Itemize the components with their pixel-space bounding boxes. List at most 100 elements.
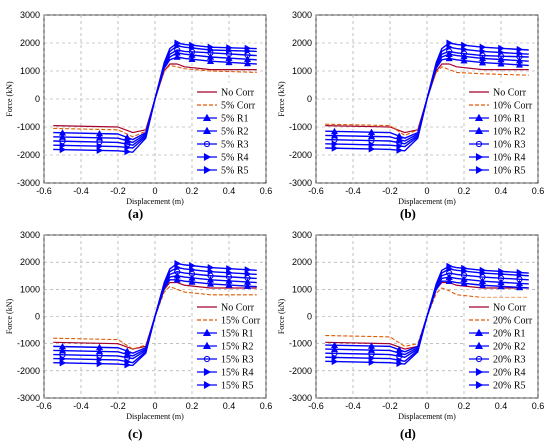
y-tick-label: 2000: [292, 38, 312, 48]
series-marker: [460, 275, 468, 283]
y-tick-label: 0: [307, 94, 312, 104]
panel-label-b: (b): [400, 206, 416, 221]
series-line: [53, 286, 257, 350]
y-axis-label: Force (kN): [5, 81, 14, 117]
legend-marker: [475, 380, 484, 390]
series-marker: [189, 262, 196, 270]
legend-label: 5% R5: [221, 166, 249, 177]
series-marker: [497, 282, 505, 290]
series-marker: [497, 60, 505, 67]
series-marker: [330, 345, 339, 353]
series-marker: [515, 283, 524, 291]
y-tick-label: -1000: [17, 122, 40, 132]
x-tick-label: -0.4: [345, 401, 361, 411]
series-marker: [244, 266, 252, 274]
x-tick-label: 0: [424, 401, 429, 411]
x-tick-label: -0.2: [382, 401, 398, 411]
y-tick-label: 0: [35, 312, 40, 322]
series-marker: [207, 43, 215, 51]
series-line: [325, 66, 529, 136]
series-marker: [188, 55, 196, 63]
x-tick-label: 0.2: [458, 186, 471, 196]
legend-label: 15% R5: [221, 381, 254, 392]
legend-label: 15% Corr: [221, 316, 261, 327]
series-marker: [479, 43, 487, 51]
panel-label-d: (d): [400, 426, 416, 441]
series-marker: [207, 263, 215, 272]
legend-marker: [474, 328, 484, 337]
x-axis-label: Displacement (m): [126, 412, 184, 421]
y-tick-label: 0: [35, 94, 40, 104]
legend-label: No Corr: [221, 303, 255, 314]
y-tick-label: 2000: [20, 38, 40, 48]
x-tick-label: 0.6: [532, 401, 545, 411]
legend-label: No Corr: [493, 303, 527, 314]
legend-marker: [475, 165, 484, 175]
x-tick-label: 0.4: [223, 186, 236, 196]
legend-label: 10% R2: [493, 127, 526, 138]
y-tick-label: -3000: [289, 393, 312, 403]
legend-label: 15% R3: [221, 355, 254, 366]
x-tick-label: 0.2: [186, 186, 199, 196]
series-marker: [515, 61, 524, 68]
legend-marker: [203, 165, 212, 175]
legend-label: 15% R2: [221, 342, 254, 353]
legend-marker: [474, 126, 484, 135]
x-tick-label: -0.6: [308, 186, 324, 196]
y-tick-label: 1000: [20, 284, 40, 294]
series-marker: [498, 267, 505, 276]
y-tick-label: 1000: [20, 66, 40, 76]
series-marker: [206, 53, 215, 60]
series-marker: [206, 57, 215, 65]
x-tick-label: -0.2: [382, 186, 398, 196]
x-tick-label: -0.6: [36, 186, 52, 196]
x-tick-label: 0.6: [260, 186, 273, 196]
legend-marker: [475, 152, 484, 162]
legend-marker: [203, 152, 212, 162]
y-tick-label: 3000: [292, 10, 312, 20]
x-tick-label: 0.4: [495, 186, 508, 196]
legend-marker: [475, 355, 483, 363]
series-marker: [124, 148, 131, 156]
series-marker: [226, 265, 233, 273]
legend-label: 5% R3: [221, 140, 249, 151]
series-marker: [331, 144, 339, 152]
legend-marker: [203, 367, 212, 377]
series-marker: [96, 360, 104, 368]
series-marker: [225, 277, 233, 284]
y-tick-label: 0: [307, 312, 312, 322]
series-line: [53, 64, 257, 138]
y-tick-label: -3000: [289, 178, 312, 188]
series-marker: [225, 281, 233, 288]
series-marker: [367, 346, 376, 353]
x-tick-label: 0.6: [260, 401, 273, 411]
series-marker: [330, 131, 339, 139]
x-axis-label: Displacement (m): [398, 197, 456, 206]
series-marker: [461, 264, 468, 273]
series-marker: [173, 53, 181, 60]
y-tick-label: 3000: [20, 10, 40, 20]
legend-marker: [202, 328, 212, 337]
series-marker: [173, 276, 181, 283]
series-marker: [124, 361, 131, 369]
y-tick-label: 3000: [20, 230, 40, 240]
legend-marker: [474, 113, 484, 122]
series-marker: [515, 56, 524, 64]
legend-label: 5% R2: [221, 127, 249, 138]
x-tick-label: 0.4: [495, 401, 508, 411]
legend-marker: [202, 126, 212, 135]
series-marker: [58, 133, 67, 140]
series-marker: [189, 41, 196, 49]
series-marker: [188, 274, 196, 281]
legend-label: 20% R2: [493, 342, 526, 353]
series-marker: [446, 39, 453, 47]
y-tick-label: 2000: [292, 257, 312, 267]
series-marker: [516, 45, 524, 54]
legend-marker: [203, 355, 211, 363]
series-marker: [396, 359, 403, 368]
y-axis-label: Force (kN): [277, 81, 286, 117]
series-line: [325, 63, 529, 134]
legend-marker: [203, 140, 211, 148]
x-tick-label: 0: [424, 186, 429, 196]
series-marker: [368, 358, 376, 366]
